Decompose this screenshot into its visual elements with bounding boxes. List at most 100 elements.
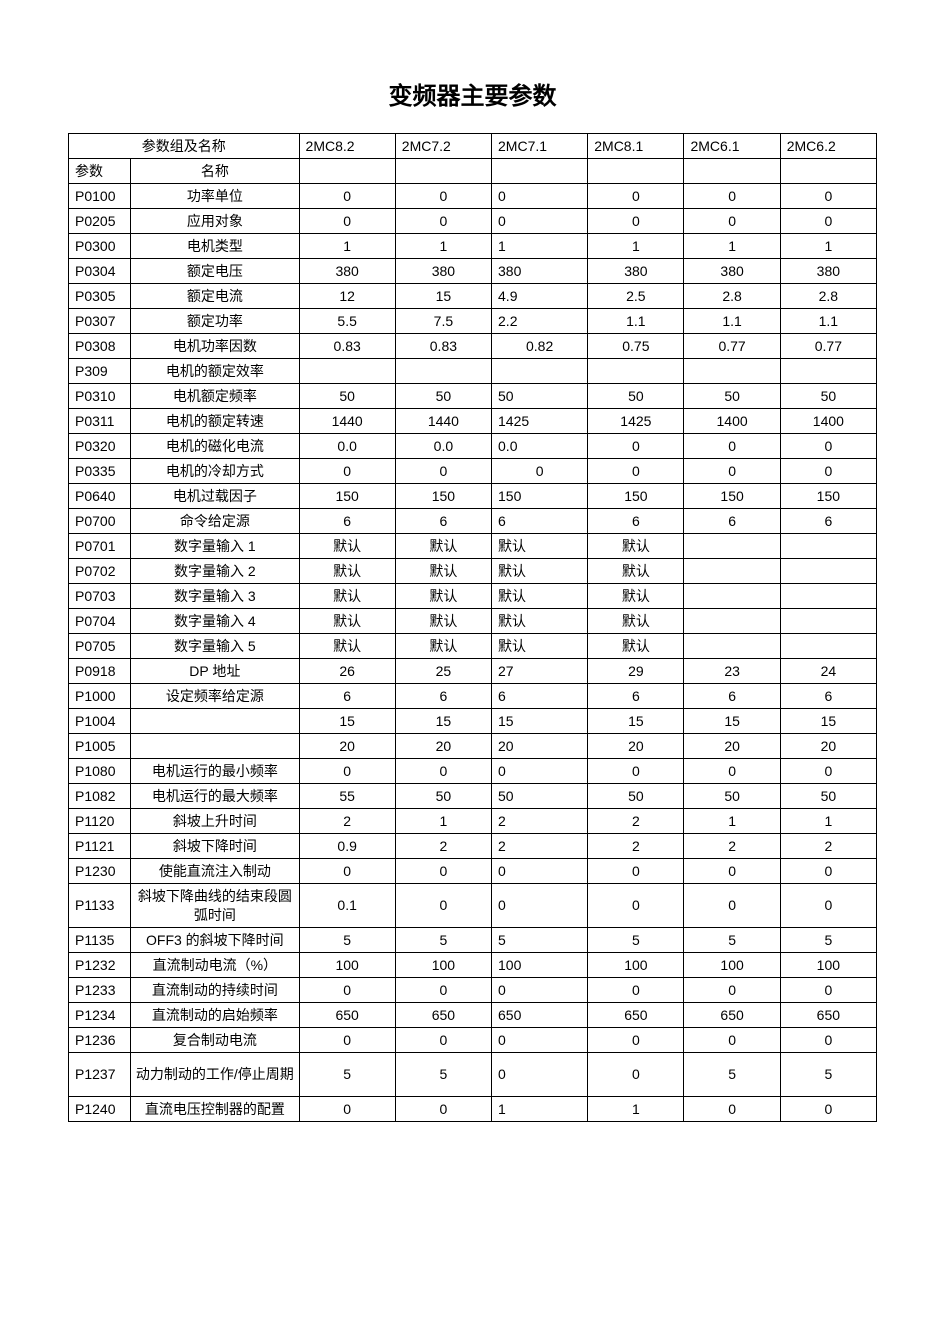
value-cell: 6 [492, 684, 588, 709]
value-cell: 2.2 [492, 309, 588, 334]
value-cell: 1440 [299, 409, 395, 434]
value-cell: 100 [588, 953, 684, 978]
value-cell: 50 [492, 384, 588, 409]
param-code-cell: P1082 [69, 784, 131, 809]
table-row: P0704数字量输入 4默认默认默认默认 [69, 609, 877, 634]
param-code-cell: P0701 [69, 534, 131, 559]
header-device: 2MC6.2 [780, 134, 876, 159]
param-code-cell: P1121 [69, 834, 131, 859]
value-cell: 0 [780, 184, 876, 209]
value-cell: 15 [395, 284, 491, 309]
table-row: P0308电机功率因数0.830.830.820.750.770.77 [69, 334, 877, 359]
value-cell: 0 [299, 184, 395, 209]
value-cell: 默认 [492, 584, 588, 609]
table-row: P0705数字量输入 5默认默认默认默认 [69, 634, 877, 659]
value-cell [588, 359, 684, 384]
value-cell [780, 534, 876, 559]
value-cell: 1.1 [588, 309, 684, 334]
value-cell: 1 [492, 234, 588, 259]
param-name-cell: 动力制动的工作/停止周期 [131, 1053, 299, 1097]
value-cell: 6 [588, 684, 684, 709]
param-name-cell: 直流电压控制器的配置 [131, 1097, 299, 1122]
param-name-cell: 额定电压 [131, 259, 299, 284]
value-cell: 6 [395, 509, 491, 534]
value-cell: 20 [684, 734, 780, 759]
value-cell: 20 [588, 734, 684, 759]
value-cell: 0 [588, 434, 684, 459]
value-cell: 0 [780, 459, 876, 484]
param-name-cell: 数字量输入 5 [131, 634, 299, 659]
table-row: P0701数字量输入 1默认默认默认默认 [69, 534, 877, 559]
value-cell: 2 [299, 809, 395, 834]
header-group-label: 参数组及名称 [69, 134, 300, 159]
value-cell: 1425 [492, 409, 588, 434]
value-cell: 650 [492, 1003, 588, 1028]
param-code-cell: P1232 [69, 953, 131, 978]
value-cell: 0 [588, 759, 684, 784]
value-cell: 50 [588, 384, 684, 409]
value-cell: 0 [684, 184, 780, 209]
table-row: P1232直流制动电流（%）100100100100100100 [69, 953, 877, 978]
value-cell: 0 [780, 209, 876, 234]
value-cell: 默认 [299, 634, 395, 659]
param-name-cell: 电机功率因数 [131, 334, 299, 359]
param-name-cell: 电机运行的最小频率 [131, 759, 299, 784]
table-row: P0320电机的磁化电流0.00.00.0000 [69, 434, 877, 459]
table-row: P1234直流制动的启始频率650650650650650650 [69, 1003, 877, 1028]
value-cell: 0 [684, 209, 780, 234]
value-cell: 27 [492, 659, 588, 684]
header-device: 2MC7.1 [492, 134, 588, 159]
value-cell: 2 [395, 834, 491, 859]
value-cell: 5.5 [299, 309, 395, 334]
value-cell: 50 [395, 384, 491, 409]
value-cell: 1425 [588, 409, 684, 434]
value-cell: 0 [492, 1028, 588, 1053]
param-name-cell [131, 734, 299, 759]
value-cell: 1440 [395, 409, 491, 434]
value-cell [299, 359, 395, 384]
value-cell: 29 [588, 659, 684, 684]
value-cell [684, 634, 780, 659]
header-name-label: 名称 [131, 159, 299, 184]
value-cell: 0 [395, 1097, 491, 1122]
value-cell: 0 [588, 1053, 684, 1097]
value-cell: 0 [395, 759, 491, 784]
param-code-cell: P0702 [69, 559, 131, 584]
value-cell: 0 [492, 978, 588, 1003]
param-name-cell: 电机的额定转速 [131, 409, 299, 434]
value-cell [684, 559, 780, 584]
param-name-cell: 额定电流 [131, 284, 299, 309]
value-cell: 380 [684, 259, 780, 284]
value-cell: 50 [684, 384, 780, 409]
value-cell: 15 [780, 709, 876, 734]
param-name-cell: 数字量输入 3 [131, 584, 299, 609]
param-code-cell: P0640 [69, 484, 131, 509]
value-cell: 650 [299, 1003, 395, 1028]
parameter-table: 参数组及名称 2MC8.2 2MC7.2 2MC7.1 2MC8.1 2MC6.… [68, 133, 877, 1122]
value-cell: 1400 [780, 409, 876, 434]
value-cell: 380 [492, 259, 588, 284]
table-row: P0335电机的冷却方式000000 [69, 459, 877, 484]
param-name-cell: 功率单位 [131, 184, 299, 209]
table-row: P0700命令给定源666666 [69, 509, 877, 534]
param-code-cell: P1230 [69, 859, 131, 884]
value-cell: 25 [395, 659, 491, 684]
value-cell: 0 [299, 978, 395, 1003]
header-empty [395, 159, 491, 184]
value-cell: 26 [299, 659, 395, 684]
param-code-cell: P0700 [69, 509, 131, 534]
param-code-cell: P0300 [69, 234, 131, 259]
value-cell: 0.75 [588, 334, 684, 359]
table-row: P1236复合制动电流000000 [69, 1028, 877, 1053]
param-code-cell: P0310 [69, 384, 131, 409]
table-body: P0100功率单位000000P0205应用对象000000P0300电机类型1… [69, 184, 877, 1122]
value-cell: 0 [588, 859, 684, 884]
param-name-cell: 斜坡下降曲线的结束段圆弧时间 [131, 884, 299, 928]
value-cell: 0 [588, 978, 684, 1003]
table-row: P0305额定电流12154.92.52.82.8 [69, 284, 877, 309]
value-cell: 20 [395, 734, 491, 759]
param-name-cell: 命令给定源 [131, 509, 299, 534]
value-cell: 150 [299, 484, 395, 509]
param-name-cell: 电机过载因子 [131, 484, 299, 509]
param-name-cell: OFF3 的斜坡下降时间 [131, 928, 299, 953]
